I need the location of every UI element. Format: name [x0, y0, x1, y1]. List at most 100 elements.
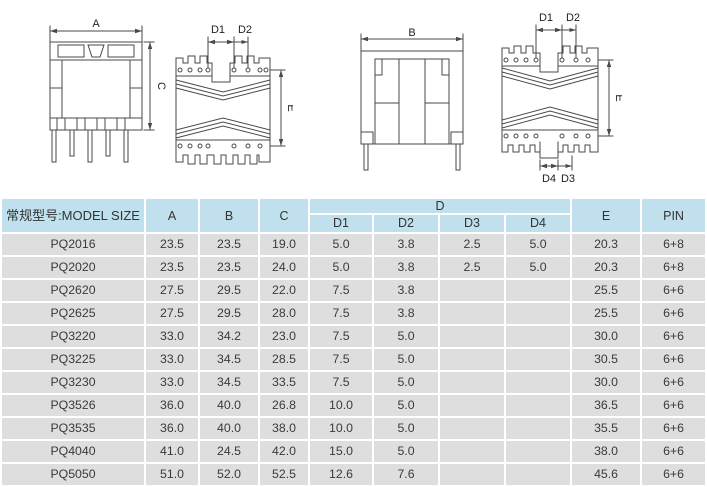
- cell-pin: 6+6: [642, 280, 706, 301]
- cell-model: PQ3230: [2, 372, 144, 393]
- dim-label-d3: D3: [561, 173, 575, 185]
- cell-d2: 5.0: [374, 349, 438, 370]
- drawing-front-view-a: A: [49, 18, 167, 163]
- cell-c: 28.5: [260, 349, 308, 370]
- cell-model: PQ3225: [2, 349, 144, 370]
- cell-d4: [506, 372, 571, 393]
- cell-a: 41.0: [146, 441, 198, 462]
- cell-e: 25.5: [572, 280, 641, 301]
- header-col-d2: D2: [374, 215, 438, 232]
- cell-d4: [506, 395, 571, 416]
- cell-pin: 6+6: [642, 441, 706, 462]
- cell-d3: [440, 464, 504, 485]
- cell-model: PQ4040: [2, 441, 144, 462]
- cell-d4: [506, 280, 571, 301]
- dim-label-d1: D1: [211, 24, 225, 36]
- cell-d2: 5.0: [374, 395, 438, 416]
- cell-e: 20.3: [572, 257, 641, 278]
- dim-label-c: C: [155, 82, 167, 90]
- header-col-pin: PIN: [642, 199, 706, 232]
- header-col-b: B: [200, 199, 258, 232]
- cell-a: 27.5: [146, 280, 198, 301]
- header-group-d: D: [310, 199, 571, 213]
- cell-d2: 3.8: [374, 234, 438, 255]
- cell-d1: 7.5: [310, 280, 372, 301]
- cell-d2: 5.0: [374, 418, 438, 439]
- cell-b: 34.5: [200, 372, 258, 393]
- cell-c: 33.5: [260, 372, 308, 393]
- cell-b: 52.0: [200, 464, 258, 485]
- cell-e: 35.5: [572, 418, 641, 439]
- cell-b: 24.5: [200, 441, 258, 462]
- cell-d4: 5.0: [506, 234, 571, 255]
- cell-e: 20.3: [572, 234, 641, 255]
- cell-d3: 2.5: [440, 257, 504, 278]
- cell-d1: 5.0: [310, 234, 372, 255]
- cell-d1: 5.0: [310, 257, 372, 278]
- cell-d4: 5.0: [506, 257, 571, 278]
- table-row: PQ2620 27.5 29.5 22.0 7.5 3.8 25.5 6+6: [2, 280, 706, 301]
- table-row: PQ5050 51.0 52.0 52.5 12.6 7.6 45.6 6+6: [2, 464, 706, 485]
- table-header: 常规型号:MODEL SIZE A B C D E PIN D1 D2 D3 D…: [2, 199, 706, 232]
- cell-d2: 5.0: [374, 441, 438, 462]
- table-row: PQ3220 33.0 34.2 23.0 7.5 5.0 30.0 6+6: [2, 326, 706, 347]
- cell-e: 25.5: [572, 303, 641, 324]
- technical-drawings: A: [0, 0, 707, 196]
- cell-d1: 7.5: [310, 349, 372, 370]
- cell-a: 33.0: [146, 349, 198, 370]
- cell-pin: 6+6: [642, 418, 706, 439]
- cell-e: 38.0: [572, 441, 641, 462]
- cell-b: 23.5: [200, 234, 258, 255]
- cell-a: 33.0: [146, 372, 198, 393]
- drawing-front-view-b: B: [360, 27, 464, 171]
- cell-c: 24.0: [260, 257, 308, 278]
- cell-b: 40.0: [200, 418, 258, 439]
- table-body: PQ2016 23.5 23.5 19.0 5.0 3.8 2.5 5.0 20.3 6+8 PQ2…: [2, 234, 706, 485]
- cell-d3: [440, 349, 504, 370]
- cell-c: 19.0: [260, 234, 308, 255]
- header-col-d3: D3: [440, 215, 504, 232]
- cell-d2: 5.0: [374, 326, 438, 347]
- header-col-a: A: [146, 199, 198, 232]
- table-row: PQ3535 36.0 40.0 38.0 10.0 5.0 35.5 6+6: [2, 418, 706, 439]
- cell-d3: [440, 441, 504, 462]
- cell-e: 30.5: [572, 349, 641, 370]
- cell-d1: 7.5: [310, 303, 372, 324]
- dim-label-d1: D1: [539, 12, 553, 24]
- cell-d1: 7.5: [310, 326, 372, 347]
- cell-d1: 10.0: [310, 395, 372, 416]
- cell-d3: [440, 326, 504, 347]
- dim-label-e: E: [285, 104, 293, 111]
- cell-d2: 5.0: [374, 372, 438, 393]
- cell-model: PQ2020: [2, 257, 144, 278]
- cell-c: 38.0: [260, 418, 308, 439]
- cell-c: 42.0: [260, 441, 308, 462]
- cell-model: PQ2625: [2, 303, 144, 324]
- cell-pin: 6+8: [642, 234, 706, 255]
- cell-d3: [440, 418, 504, 439]
- dim-label-d2: D2: [238, 24, 252, 36]
- cell-d1: 10.0: [310, 418, 372, 439]
- cell-d4: [506, 349, 571, 370]
- cell-model: PQ3535: [2, 418, 144, 439]
- cell-b: 23.5: [200, 257, 258, 278]
- cell-d2: 3.8: [374, 257, 438, 278]
- cell-d3: [440, 395, 504, 416]
- cell-pin: 6+6: [642, 349, 706, 370]
- cell-e: 30.0: [572, 372, 641, 393]
- cell-d3: [440, 372, 504, 393]
- cell-a: 33.0: [146, 326, 198, 347]
- cell-c: 23.0: [260, 326, 308, 347]
- cell-model: PQ5050: [2, 464, 144, 485]
- cell-b: 34.5: [200, 349, 258, 370]
- cell-c: 28.0: [260, 303, 308, 324]
- cell-b: 29.5: [200, 303, 258, 324]
- cell-b: 34.2: [200, 326, 258, 347]
- cell-model: PQ2620: [2, 280, 144, 301]
- cell-b: 40.0: [200, 395, 258, 416]
- table-row: PQ2016 23.5 23.5 19.0 5.0 3.8 2.5 5.0 20.3 6+8: [2, 234, 706, 255]
- dim-label-a: A: [92, 18, 100, 30]
- header-col-d1: D1: [310, 215, 372, 232]
- table-row: PQ3225 33.0 34.5 28.5 7.5 5.0 30.5 6+6: [2, 349, 706, 370]
